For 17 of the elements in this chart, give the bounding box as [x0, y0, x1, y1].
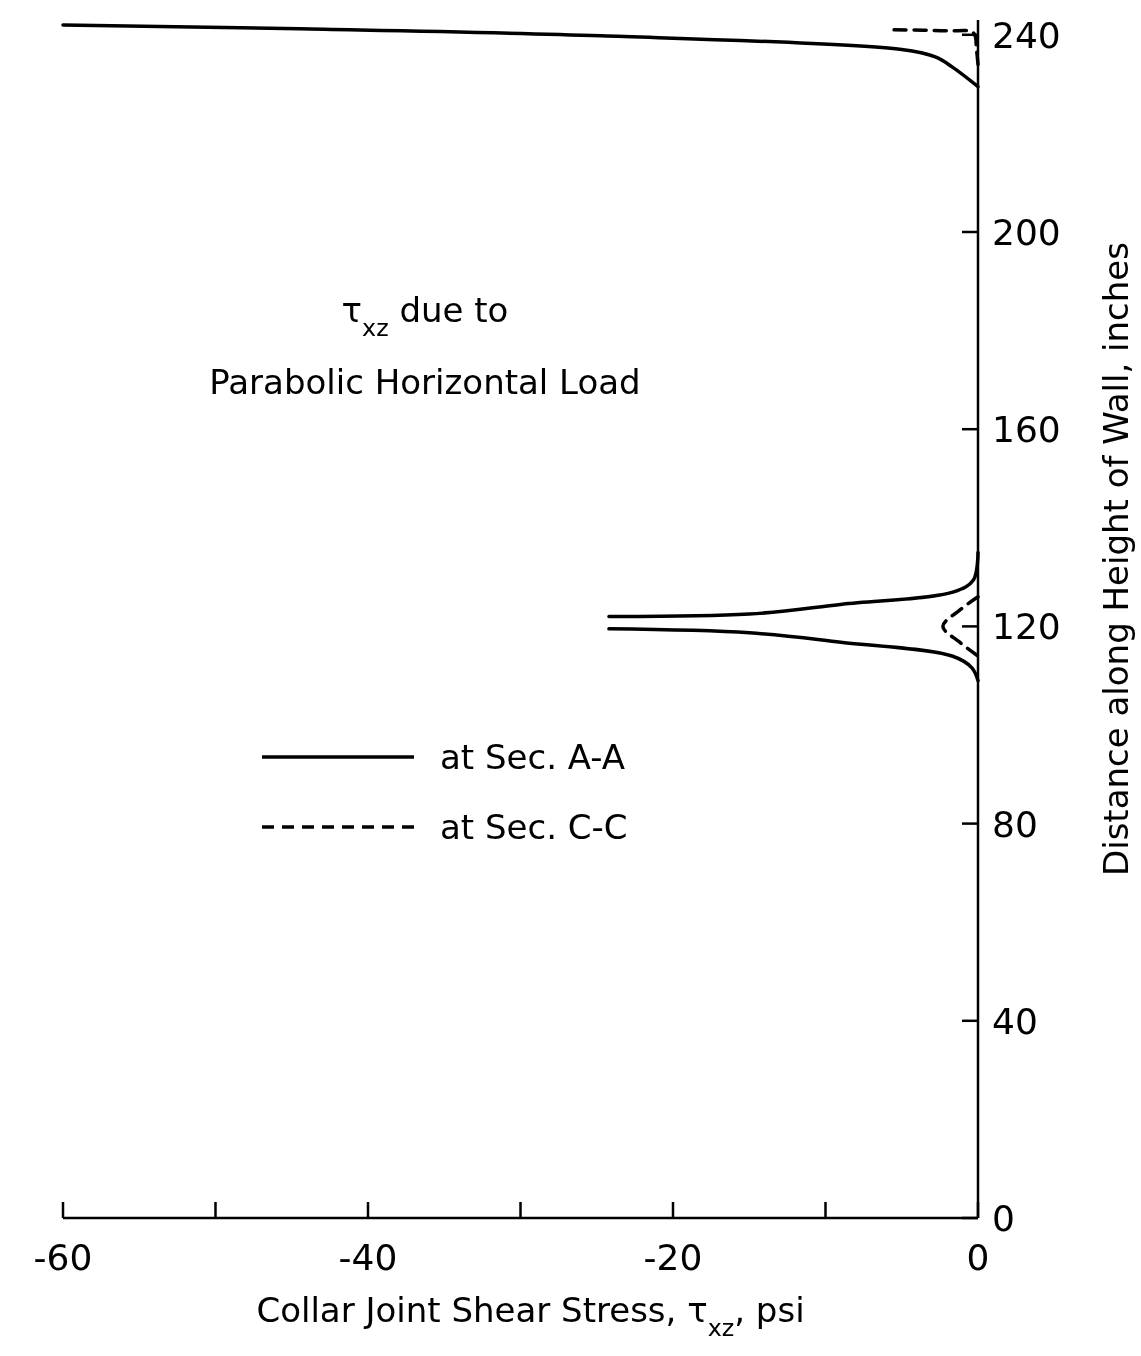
x-tick-label: -40 [338, 1237, 398, 1278]
y-tick-label: 40 [992, 1000, 1038, 1042]
x-tick-label: -20 [643, 1237, 703, 1278]
legend-label: at Sec. A-A [440, 737, 626, 777]
x-tick-label: -60 [33, 1237, 93, 1278]
y-tick-label: 240 [992, 14, 1061, 56]
y-tick-label: 200 [992, 211, 1061, 253]
y-tick-label: 120 [992, 606, 1061, 648]
annotation: Parabolic Horizontal Load [209, 362, 641, 402]
y-tick-label: 80 [992, 803, 1038, 845]
y-tick-label: 0 [992, 1198, 1015, 1239]
y-tick-label: 160 [992, 409, 1061, 451]
y-axis-title: Distance along Height of Wall, inches [1096, 242, 1136, 876]
legend-label: at Sec. C-C [440, 807, 628, 847]
x-tick-label: 0 [966, 1237, 990, 1278]
x-axis-title: Collar Joint Shear Stress, τ$_{xz}$, psi [256, 1290, 805, 1342]
annotation: τ$_{xz}$ due to [341, 290, 509, 342]
